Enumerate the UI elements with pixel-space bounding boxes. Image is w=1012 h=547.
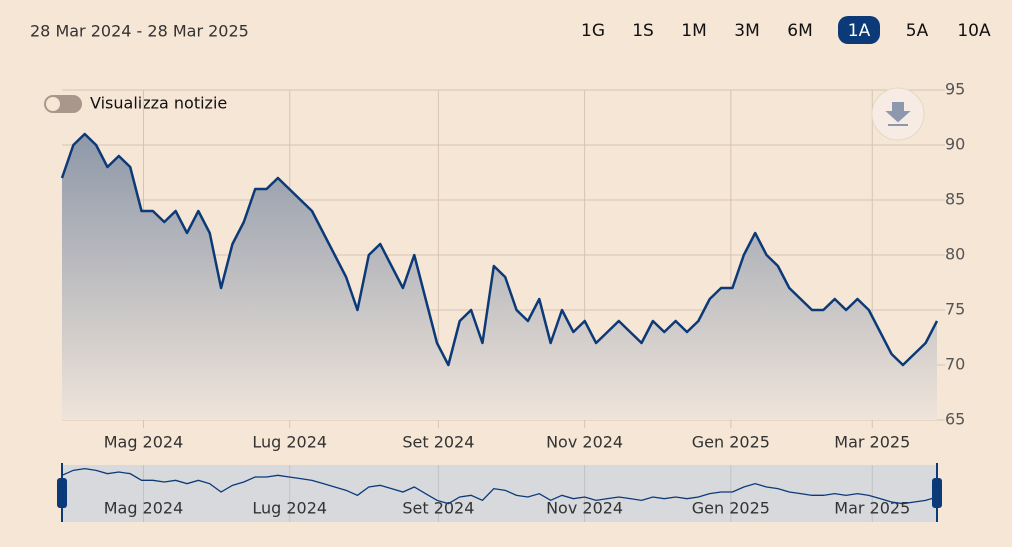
- period-button[interactable]: 3M: [734, 21, 759, 41]
- navigator-tick-label: Lug 2024: [252, 499, 327, 518]
- period-button[interactable]: 5A: [906, 21, 929, 41]
- period-button[interactable]: 1A: [838, 16, 880, 44]
- navigator-bg: [62, 465, 937, 522]
- x-tick-label: Nov 2024: [546, 433, 623, 452]
- y-tick-label: 70: [945, 355, 965, 374]
- navigator-tick-label: Set 2024: [402, 499, 474, 518]
- x-tick-label: Set 2024: [402, 433, 474, 452]
- navigator-handle[interactable]: [57, 478, 67, 508]
- period-label[interactable]: 10A: [957, 21, 991, 41]
- price-line: [60, 132, 939, 367]
- period-button[interactable]: 1M: [681, 21, 706, 41]
- y-tick-label: 75: [945, 300, 965, 319]
- y-tick-label: 85: [945, 190, 965, 209]
- x-tick-label: Gen 2025: [692, 433, 770, 452]
- period-button[interactable]: 1S: [632, 21, 654, 41]
- period-button[interactable]: 10A: [957, 21, 991, 41]
- navigator-tick-label: Mag 2024: [104, 499, 184, 518]
- area: [62, 134, 937, 420]
- news-toggle[interactable]: Visualizza notizie: [44, 94, 227, 114]
- period-label[interactable]: 6M: [787, 21, 812, 41]
- y-tick-label: 95: [945, 80, 965, 99]
- navigator-line: [61, 468, 938, 505]
- navigator-handle[interactable]: [932, 478, 942, 508]
- navigator-tick-label: Nov 2024: [546, 499, 623, 518]
- navigator-tick-label: Gen 2025: [692, 499, 770, 518]
- period-label[interactable]: 3M: [734, 21, 759, 41]
- period-label[interactable]: 1G: [581, 21, 605, 41]
- period-label[interactable]: 1A: [848, 21, 871, 41]
- y-tick-label: 65: [945, 410, 965, 429]
- active-pill[interactable]: [838, 16, 880, 44]
- x-tick-label: Lug 2024: [252, 433, 327, 452]
- period-label[interactable]: 1S: [632, 21, 654, 41]
- period-label[interactable]: 1M: [681, 21, 706, 41]
- download-button[interactable]: [871, 87, 925, 141]
- toggle-label[interactable]: Visualizza notizie: [90, 94, 227, 113]
- download-icon[interactable]: [885, 102, 911, 126]
- toggle-knob[interactable]: [46, 97, 60, 111]
- period-label[interactable]: 5A: [906, 21, 929, 41]
- date-range: 28 Mar 2024 - 28 Mar 2025: [30, 22, 249, 41]
- navigator-tick-label: Mar 2025: [834, 499, 910, 518]
- y-tick-label: 90: [945, 135, 965, 154]
- period-button[interactable]: 1G: [581, 21, 605, 41]
- period-button[interactable]: 6M: [787, 21, 812, 41]
- x-tick-label: Mar 2025: [834, 433, 910, 452]
- y-tick-label: 80: [945, 245, 965, 264]
- x-tick-label: Mag 2024: [104, 433, 184, 452]
